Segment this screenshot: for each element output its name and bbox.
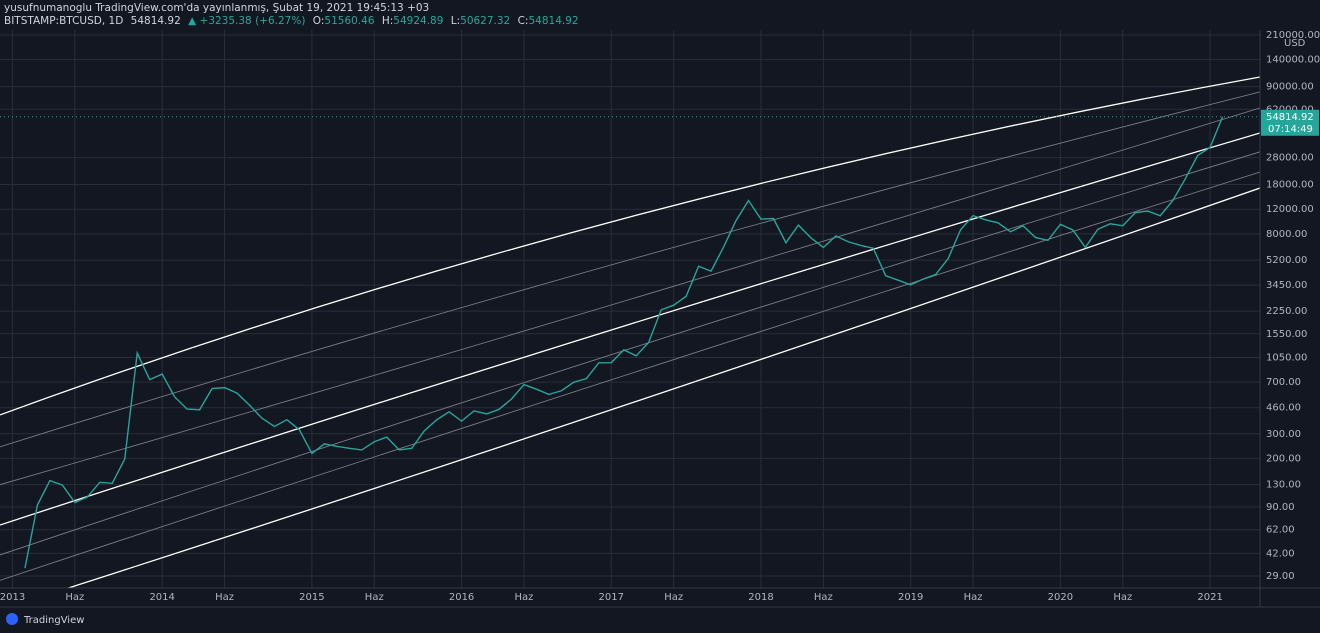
channel-line <box>0 151 1260 556</box>
x-tick-label: Haz <box>1113 592 1132 603</box>
channel-line <box>0 76 1260 416</box>
x-tick-label: 2021 <box>1197 592 1222 603</box>
y-tick-label: 42.00 <box>1266 548 1295 559</box>
author-line: yusufnumanoglu TradingView.com'da yayınl… <box>4 2 429 14</box>
x-tick-label: Haz <box>964 592 983 603</box>
x-tick-label: 2015 <box>299 592 324 603</box>
price-line <box>24 116 1224 569</box>
open-label: O: <box>313 15 325 27</box>
currency: USD <box>1284 38 1306 49</box>
x-tick-label: 2019 <box>898 592 923 603</box>
y-tick-label: 1050.00 <box>1266 353 1307 364</box>
symbol: BITSTAMP:BTCUSD, 1D <box>4 15 123 27</box>
last-price-label: 54814.92 <box>1266 112 1314 123</box>
y-tick-label: 90.00 <box>1266 502 1295 513</box>
countdown: 07:14:49 <box>1268 124 1313 135</box>
y-tick-label: 8000.00 <box>1266 229 1307 240</box>
y-tick-label: 90000.00 <box>1266 82 1314 93</box>
y-tick-label: 1550.00 <box>1266 329 1307 340</box>
y-tick-label: 29.00 <box>1266 571 1295 582</box>
x-tick-label: Haz <box>365 592 384 603</box>
price: 54814.92 <box>131 15 181 27</box>
channel-line <box>0 171 1260 581</box>
x-tick-label: Haz <box>814 592 833 603</box>
y-tick-label: 62.00 <box>1266 525 1295 536</box>
channel-line <box>0 132 1260 526</box>
logo <box>6 613 18 625</box>
close-label: C: <box>518 15 529 27</box>
x-tick-label: 2013 <box>0 592 25 603</box>
x-tick-label: 2020 <box>1048 592 1073 603</box>
y-tick-label: 700.00 <box>1266 377 1301 388</box>
high-label: H: <box>382 15 393 27</box>
y-tick-label: 200.00 <box>1266 453 1301 464</box>
y-tick-label: 2250.00 <box>1266 306 1307 317</box>
brand[interactable]: TradingView <box>23 615 84 626</box>
y-tick-label: 300.00 <box>1266 429 1301 440</box>
y-tick-label: 28000.00 <box>1266 153 1314 164</box>
channel-line <box>0 91 1260 448</box>
low-label: L: <box>451 15 460 27</box>
x-tick-label: Haz <box>664 592 683 603</box>
y-tick-label: 130.00 <box>1266 480 1301 491</box>
channel-line <box>0 107 1260 486</box>
x-tick-label: Haz <box>215 592 234 603</box>
y-tick-label: 18000.00 <box>1266 180 1314 191</box>
x-tick-label: 2014 <box>149 592 174 603</box>
axes: 29.00 42.00 62.00 90.00 130.00 200.00 300.00 46… <box>0 30 1320 603</box>
last-price-box <box>1261 109 1319 136</box>
plot-area <box>0 76 1260 588</box>
close: 54814.92 <box>528 15 578 27</box>
y-tick-label: 3450.00 <box>1266 280 1307 291</box>
y-tick-label: 12000.00 <box>1266 204 1314 215</box>
y-tick-label: 210000.00 <box>1266 30 1320 41</box>
y-tick-label: 460.00 <box>1266 403 1301 414</box>
y-tick-label: 140000.00 <box>1266 55 1320 66</box>
ohlc-line: BITSTAMP:BTCUSD, 1D 54814.92 ▲ +3235.38 … <box>4 15 579 27</box>
x-tick-label: Haz <box>65 592 84 603</box>
low: 50627.32 <box>460 15 510 27</box>
change: ▲ +3235.38 (+6.27%) <box>188 15 305 27</box>
x-tick-label: Haz <box>515 592 534 603</box>
channel-line <box>66 187 1260 588</box>
y-tick-label: 5200.00 <box>1266 255 1307 266</box>
open: 51560.46 <box>324 15 374 27</box>
x-tick-label: 2018 <box>748 592 773 603</box>
high: 54924.89 <box>393 15 443 27</box>
x-tick-label: 2017 <box>599 592 624 603</box>
x-tick-label: 2016 <box>449 592 474 603</box>
